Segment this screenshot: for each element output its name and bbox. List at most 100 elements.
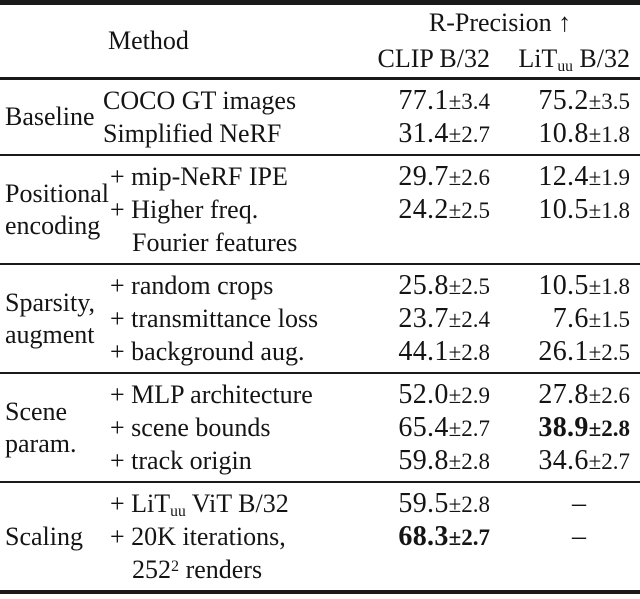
value-err: ±2.7 [448, 524, 490, 550]
value-main: 25.8 [398, 269, 449, 301]
value-err: ±3.5 [588, 88, 630, 114]
section-divider [0, 263, 640, 265]
clip-value: 25.8±2.5 [360, 270, 490, 302]
group-label-line: Positional [5, 178, 110, 208]
value-err: ±1.8 [588, 121, 630, 147]
lit-value-dash: – [572, 487, 586, 519]
value-err: ±2.8 [588, 415, 630, 441]
value-err: ±2.5 [448, 197, 490, 223]
top-rule [0, 0, 640, 5]
section-baseline: Baseline COCO GT images 77.1±3.4 75.2±3.… [0, 80, 640, 154]
value-main: 38.9 [538, 411, 589, 443]
value-err: ±2.6 [448, 164, 490, 190]
table-row: + background aug. 44.1±2.8 26.1±2.5 [100, 335, 640, 368]
lit-header-text: LiT [518, 44, 558, 73]
clip-value: 24.2±2.5 [360, 194, 490, 226]
method-cell-continuation: 2522 renders [100, 555, 360, 585]
lit-value: 10.8±1.8 [490, 118, 630, 150]
method-subscript: uu [170, 502, 186, 520]
table-row: + scene bounds 65.4±2.7 38.9±2.8 [100, 411, 640, 444]
table-row-continuation: Fourier features [100, 226, 640, 259]
method-cell: + Higher freq. [110, 194, 259, 224]
clip-value: 29.7±2.6 [360, 161, 490, 193]
group-label-line: Scene [5, 396, 68, 426]
method-cell: + MLP architecture [110, 379, 313, 409]
method-text: ViT B/32 [185, 488, 289, 518]
clip-value: 77.1±3.4 [360, 85, 490, 117]
lit-value: 10.5±1.8 [490, 270, 630, 302]
value-main: 12.4 [538, 160, 589, 192]
table-row-continuation: 2522 renders [100, 553, 640, 586]
table-row: + Higher freq. 24.2±2.5 10.5±1.8 [100, 193, 640, 226]
value-main: 23.7 [398, 302, 449, 334]
value-main: 31.4 [398, 117, 449, 149]
method-text: renders [179, 554, 263, 584]
value-main: 75.2 [538, 84, 589, 116]
lit-value-best: 38.9±2.8 [490, 412, 630, 444]
value-err: ±2.6 [588, 382, 630, 408]
value-err: ±2.4 [448, 306, 490, 332]
section-scene-param: Scene param. + MLP architecture 52.0±2.9… [0, 374, 640, 481]
table-row: Simplified NeRF 31.4±2.7 10.8±1.8 [100, 117, 640, 150]
table-row: + transmittance loss 23.7±2.4 7.6±1.5 [100, 302, 640, 335]
value-main: 77.1 [398, 84, 449, 116]
clip-value-best: 68.3±2.7 [360, 521, 490, 553]
value-err: ±2.7 [448, 121, 490, 147]
lit-value: 12.4±1.9 [490, 161, 630, 193]
section-rows: COCO GT images 77.1±3.4 75.2±3.5 Simplif… [100, 84, 640, 150]
value-main: 34.6 [538, 444, 589, 476]
lit-value: 34.6±2.7 [490, 445, 630, 477]
value-err: ±1.8 [588, 197, 630, 223]
group-label-line: Sparsity, [5, 287, 96, 317]
section-divider [0, 154, 640, 156]
group-label-scaling: Scaling [0, 487, 100, 586]
section-positional-encoding: Positional encoding + mip-NeRF IPE 29.7±… [0, 156, 640, 263]
method-cell-continuation: Fourier features [132, 227, 298, 257]
section-rows: + mip-NeRF IPE 29.7±2.6 12.4±1.9 + Highe… [100, 160, 640, 259]
value-main: 10.5 [538, 193, 589, 225]
value-err: ±2.8 [448, 491, 490, 517]
lit-column-header: LiTuu B/32 [490, 41, 630, 77]
method-text: 252 [132, 554, 171, 584]
value-main: 7.6 [552, 302, 589, 334]
clip-value: 52.0±2.9 [360, 379, 490, 411]
value-err: ±2.8 [448, 448, 490, 474]
value-main: 26.1 [538, 335, 589, 367]
table-row: COCO GT images 77.1±3.4 75.2±3.5 [100, 84, 640, 117]
value-err: ±1.8 [588, 273, 630, 299]
group-label-line: Scaling [5, 521, 83, 551]
method-cell: + random crops [110, 270, 274, 300]
value-err: ±2.5 [588, 339, 630, 365]
section-sparsity-augment: Sparsity, augment + random crops 25.8±2.… [0, 265, 640, 372]
group-label-positional-encoding: Positional encoding [0, 160, 110, 259]
value-err: ±1.5 [588, 306, 630, 332]
group-label-line: Baseline [5, 102, 95, 131]
clip-value: 31.4±2.7 [360, 118, 490, 150]
metric-group-header: R-Precision ↑ [428, 8, 572, 37]
method-cell: + transmittance loss [110, 303, 319, 333]
group-label-baseline: Baseline [0, 84, 100, 150]
lit-value: 10.5±1.8 [490, 194, 630, 226]
value-err: ±2.7 [588, 448, 630, 474]
metric-header-block: R-Precision ↑ CLIP B/32 LiTuu B/32 [360, 5, 640, 77]
lit-header-subscript: uu [557, 57, 573, 75]
lit-value: 27.8±2.6 [490, 379, 630, 411]
section-rows: + MLP architecture 52.0±2.9 27.8±2.6 + s… [100, 378, 640, 477]
value-err: ±2.8 [448, 339, 490, 365]
lit-value: 75.2±3.5 [490, 85, 630, 117]
method-cell: + scene bounds [110, 412, 271, 442]
method-superscript: 2 [171, 557, 180, 575]
metric-column-headers: CLIP B/32 LiTuu B/32 [360, 41, 640, 77]
method-cell: Simplified NeRF [103, 118, 282, 148]
value-main: 10.8 [538, 117, 589, 149]
value-main: 24.2 [398, 193, 449, 225]
table-header: Method R-Precision ↑ CLIP B/32 LiTuu B/3… [0, 5, 640, 77]
value-main: 29.7 [398, 160, 449, 192]
clip-value: 59.5±2.8 [360, 488, 490, 520]
lit-value: 7.6±1.5 [490, 303, 630, 335]
table-row: + random crops 25.8±2.5 10.5±1.8 [100, 269, 640, 302]
value-err: ±1.9 [588, 164, 630, 190]
group-label-scene-param: Scene param. [0, 378, 100, 477]
lit-value-dash: – [572, 520, 586, 552]
